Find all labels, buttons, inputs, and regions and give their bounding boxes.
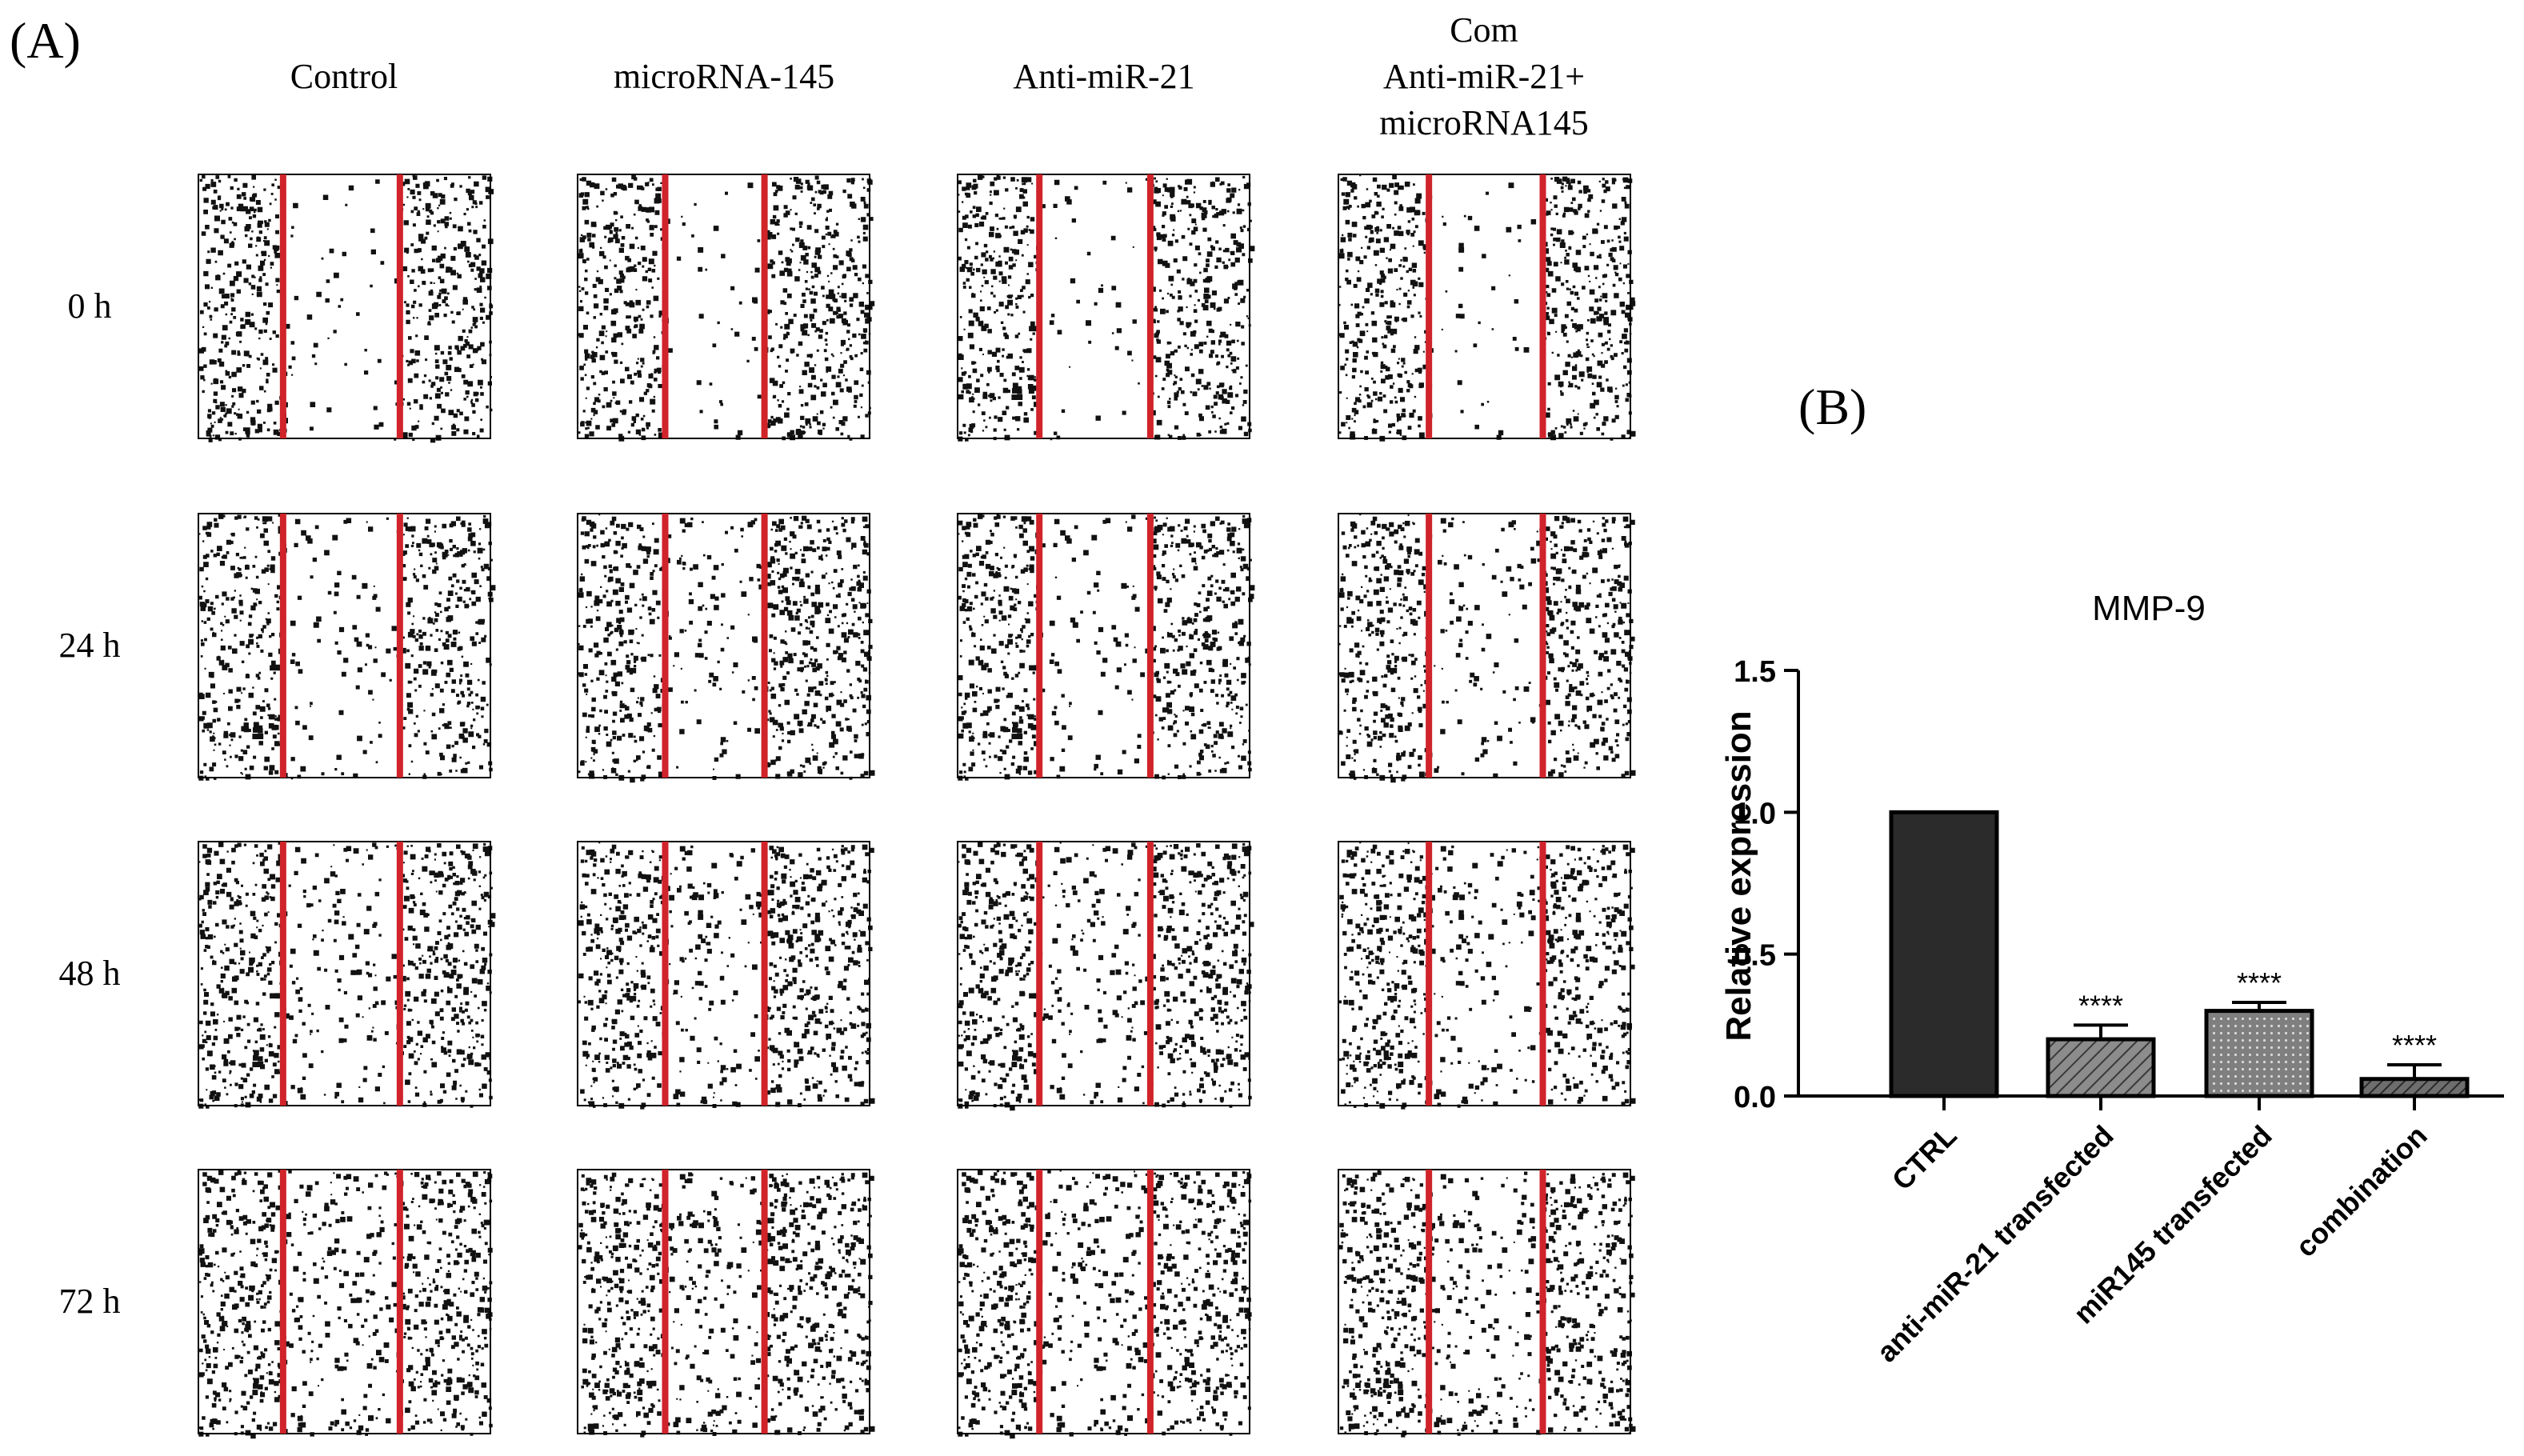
panel-b-label: (B) [1798,378,1866,435]
micrograph-panel [1338,841,1636,1110]
column-header-line: Control [290,57,398,96]
row-label: 24 h [59,626,121,665]
micrograph-panel [198,174,494,443]
micrograph-panel [957,1169,1252,1439]
row-label: 0 h [68,286,112,326]
micrograph-panel [577,513,875,783]
significance-label: **** [2078,989,2123,1022]
micrograph-panel [957,174,1255,442]
cell-texture [198,514,496,781]
column-header-line: microRNA145 [1379,103,1589,142]
column-header-line: microRNA-145 [614,57,834,96]
micrograph-border [577,174,870,439]
significance-label: **** [2237,966,2282,999]
cell-texture [198,1170,493,1439]
y-tick-label: 1.0 [1734,797,1776,830]
micrograph-panel [957,841,1254,1111]
micrograph-panel [198,513,496,781]
panel-b-bar-chart: (B) MMP-9 Relative expression 0.0 0.5 1.0 1… [1719,378,2504,1369]
cell-texture [958,1170,1252,1439]
row-label: 48 h [59,954,121,993]
micrograph-border [957,841,1250,1106]
bar [1889,810,1999,1098]
micrograph-panel [1338,513,1636,783]
micrograph-border [1338,841,1631,1106]
micrograph-border [198,841,491,1106]
micrograph-panel [577,1169,875,1438]
column-header-line: Anti-miR-21 [1013,57,1194,96]
bar [2359,1077,2470,1098]
micrograph-grid [198,174,1636,1439]
significance-label: **** [2392,1029,2437,1062]
micrograph-panel [577,841,875,1110]
micrograph-border [198,174,491,439]
cell-texture [1338,842,1636,1110]
micrograph-border [198,1169,491,1434]
chart-title: MMP-9 [2092,589,2206,628]
micrograph-panel [198,841,496,1109]
bar [2204,1009,2314,1098]
bar [2046,1037,2156,1098]
y-tick-label: 0.5 [1734,939,1776,973]
cell-texture [198,174,494,443]
y-tick-label: 0.0 [1734,1081,1776,1114]
x-tick-label: CTRL [1886,1119,1963,1197]
column-header-line: Com [1450,10,1518,50]
cell-texture [1338,174,1636,442]
micrograph-border [957,174,1250,439]
row-labels: 0 h 24 h 48 h 72 h [59,286,121,1321]
y-tick-label: 1.5 [1734,655,1776,689]
cell-texture [578,842,875,1110]
micrograph-panel [1338,1169,1636,1438]
micrograph-border [957,1169,1250,1434]
column-headers: Control microRNA-145 Anti-miR-21 Com Anti-mi… [290,10,1589,142]
micrograph-border [957,513,1250,778]
cell-texture [958,514,1255,781]
cell-texture [958,842,1254,1111]
cell-texture [198,842,496,1109]
micrograph-panel [198,1169,493,1439]
cell-texture [1338,1170,1636,1438]
micrograph-border [198,513,491,778]
micrograph-border [1338,174,1631,439]
cell-texture [578,174,875,442]
micrograph-border [577,513,870,778]
micrograph-border [1338,513,1631,778]
x-tick-label: combination [2289,1119,2433,1263]
micrograph-panel [957,513,1255,781]
micrograph-border [577,1169,870,1434]
micrograph-border [577,841,870,1106]
micrograph-panel [577,174,875,442]
micrograph-border [1338,1169,1631,1434]
panel-a-label: (A) [10,12,81,69]
column-header-line: Anti-miR-21+ [1383,57,1585,96]
row-label: 72 h [59,1282,121,1321]
cell-texture [578,514,875,783]
cell-texture [958,174,1255,442]
y-axis-label: Relative expression [1719,710,1758,1041]
micrograph-panel [1338,174,1636,442]
cell-texture [1338,514,1636,783]
panel-a-scratch-assay: (A) Control microRNA-145 Anti-miR-21 Com Ant… [10,10,1636,1439]
